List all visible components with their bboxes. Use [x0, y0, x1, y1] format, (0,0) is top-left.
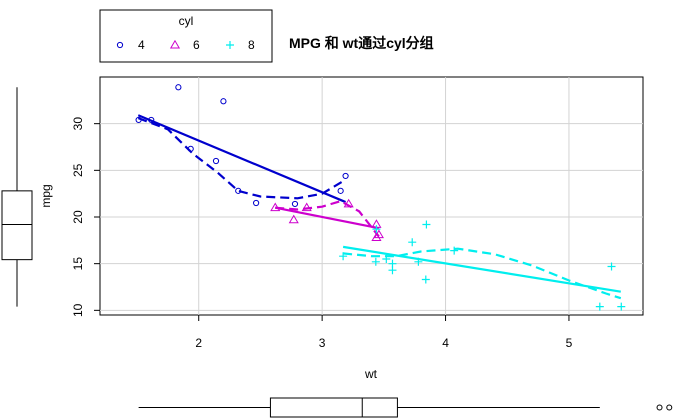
series-cyl-4	[135, 84, 349, 208]
x-marginal-boxplot	[138, 397, 673, 418]
legend-box	[99, 9, 273, 63]
x-box-outlier	[656, 404, 663, 411]
smooth-line-cyl-4	[137, 117, 347, 200]
y-tick-label: 15	[71, 257, 85, 271]
data-point	[372, 225, 381, 234]
y-box	[1, 190, 33, 261]
data-point	[388, 259, 397, 268]
legend-item-8: 8	[226, 38, 255, 52]
y-axis-label: mpg	[39, 184, 53, 207]
x-tick-label: 2	[195, 336, 202, 350]
grid-lines	[100, 77, 643, 315]
data-point	[595, 302, 604, 311]
data-point	[342, 172, 349, 180]
legend-label: 6	[193, 38, 200, 52]
data-point	[301, 202, 312, 212]
legend-title: cyl	[179, 14, 194, 28]
data-point	[235, 187, 242, 194]
y-marginal-boxplot	[1, 87, 33, 307]
y-tick-label: 25	[71, 163, 85, 177]
x-tick-label: 5	[566, 336, 573, 350]
data-point	[450, 246, 459, 255]
data-point	[408, 238, 417, 247]
legend-item-4: 4	[116, 38, 145, 52]
data-point	[422, 220, 431, 229]
fit-line-cyl-6	[275, 206, 380, 230]
data-point	[175, 84, 182, 91]
x-box-outlier	[666, 404, 673, 411]
series-cyl-8	[339, 220, 626, 311]
data-point	[288, 214, 299, 224]
legend-label: 8	[248, 38, 255, 52]
data-point	[148, 116, 155, 124]
data-point	[382, 255, 391, 263]
series-layer	[135, 84, 626, 311]
legend-label: 4	[138, 38, 145, 52]
legend-marker	[116, 41, 124, 49]
legend-marker	[169, 39, 181, 49]
data-point	[371, 232, 382, 241]
y-tick-label: 30	[71, 117, 85, 131]
smooth-line-cyl-6	[275, 199, 380, 238]
data-point	[187, 145, 194, 152]
data-point	[414, 257, 423, 266]
x-axis-label: wt	[364, 367, 378, 381]
y-tick-label: 10	[71, 303, 85, 317]
series-cyl-6	[270, 198, 384, 241]
data-point	[371, 257, 380, 266]
smooth-line-cyl-8	[342, 247, 622, 300]
data-point	[220, 98, 227, 105]
legend-item-6: 6	[169, 38, 200, 52]
data-point	[270, 202, 281, 212]
x-box	[269, 397, 398, 418]
x-tick-label: 4	[442, 336, 449, 350]
y-tick-label: 20	[71, 210, 85, 224]
data-point	[337, 187, 344, 194]
chart-title: MPG 和 wt通过cyl分组	[289, 35, 434, 51]
data-point	[607, 262, 616, 271]
data-point	[291, 200, 299, 208]
legend: cyl 4 6 8	[99, 9, 273, 63]
x-tick-label: 3	[319, 336, 326, 350]
plot-area	[99, 76, 644, 316]
data-point	[339, 252, 348, 261]
data-point	[253, 199, 260, 207]
data-point	[617, 302, 626, 311]
axes: 2 3 4 5 10 15 20 25 30	[71, 117, 573, 350]
data-point	[135, 116, 142, 124]
data-point	[212, 157, 220, 165]
legend-marker	[226, 41, 234, 49]
fit-line-cyl-4	[137, 114, 347, 204]
data-point	[343, 198, 354, 208]
data-point	[421, 275, 430, 284]
fit-line-cyl-8	[342, 245, 621, 293]
